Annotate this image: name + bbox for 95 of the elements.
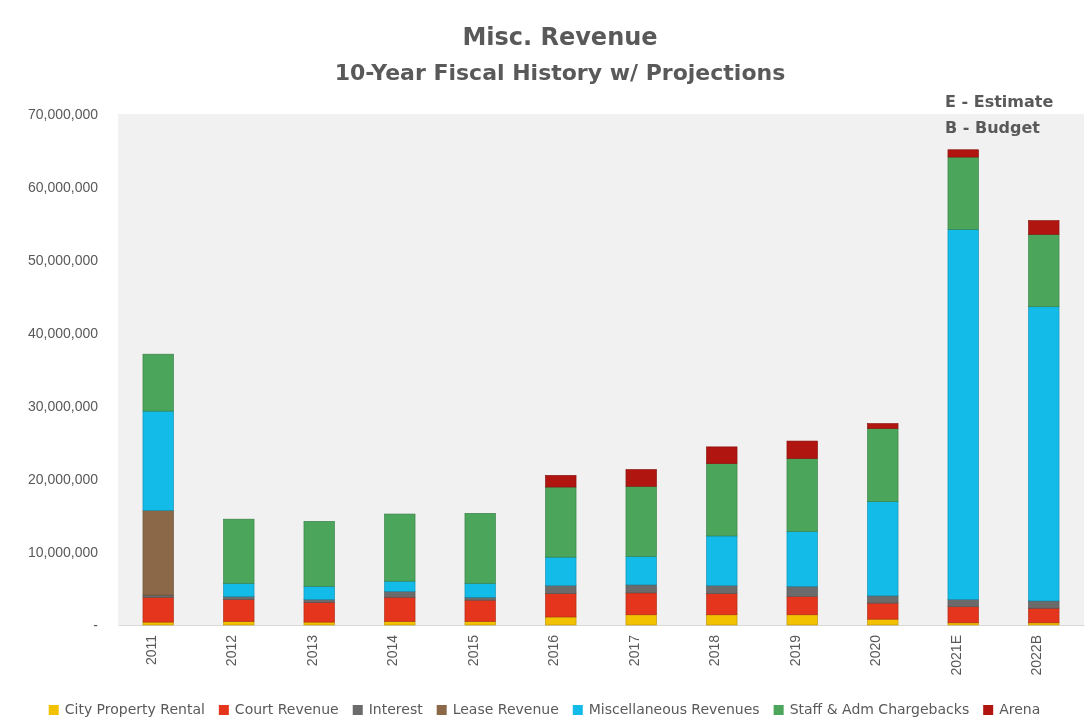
bar [545,556,577,586]
bar [142,596,174,623]
x-tick-label: 2020 [867,634,884,667]
bar [625,469,657,487]
bar [384,580,416,592]
bar [786,586,818,597]
bar [1028,306,1060,602]
bar [545,486,577,558]
bar [464,599,496,622]
bar [545,475,577,488]
bar [867,423,899,429]
bar [223,518,255,584]
bar [867,595,899,604]
bar [303,521,335,587]
y-tick-label: - [93,616,99,633]
bar [786,614,818,626]
bar [142,410,174,511]
bar [867,618,899,626]
bar [947,606,979,624]
bar [786,531,818,587]
bar [1028,234,1060,308]
bar [625,556,657,586]
x-tick-label: 2016 [545,634,562,667]
bar [142,510,174,596]
bar [384,596,416,622]
legend-label: Miscellaneous Revenues [588,701,760,717]
bar [947,156,979,230]
bar [464,621,496,626]
bar [625,592,657,616]
bar [947,229,979,600]
y-tick-label: 50,000,000 [27,251,99,268]
bar [303,586,335,600]
bar [786,458,818,532]
legend-label: City Property Rental [64,701,205,717]
bar [706,585,738,594]
x-tick-label: 2018 [706,634,723,667]
bar [867,501,899,597]
bar [545,593,577,618]
bar [303,602,335,623]
bar [947,599,979,608]
bar [947,622,979,626]
bar [1028,607,1060,624]
y-tick-label: 10,000,000 [27,543,99,560]
bar [384,621,416,626]
bar [1028,600,1060,609]
bar [867,428,899,502]
bar [706,614,738,626]
bar [142,353,174,412]
legend-label: Interest [368,701,424,717]
annotation: B - Budget [945,118,1041,137]
bar [706,463,738,537]
y-tick-label: 70,000,000 [27,105,99,122]
bar [786,596,818,616]
x-tick-label: 2019 [786,634,803,667]
legend-label: Arena [999,701,1041,717]
bar [223,621,255,626]
x-tick-label: 2017 [625,634,642,667]
bar [545,616,577,626]
x-tick-label: 2015 [464,634,481,667]
chart-subtitle: 10-Year Fiscal History w/ Projections [334,60,786,85]
chart-title: Misc. Revenue [462,23,658,51]
legend-label: Lease Revenue [452,701,559,717]
bar [947,149,979,158]
bar [303,621,335,626]
bar [706,446,738,464]
bar [384,513,416,582]
y-tick-label: 20,000,000 [27,470,99,487]
x-tick-label: 2022B [1028,635,1045,676]
bar [1028,622,1060,626]
bar [625,486,657,557]
bar [625,584,657,594]
bar [867,602,899,620]
x-tick-label: 2012 [223,634,240,667]
legend-label: Staff & Adm Chargebacks [789,701,970,717]
bar [223,599,255,622]
bar [786,440,818,459]
y-tick-label: 40,000,000 [27,324,99,341]
x-tick-label: 2021E [947,635,964,676]
bar [545,585,577,594]
x-tick-label: 2011 [142,634,159,666]
bar [625,614,657,626]
bar [1028,220,1060,235]
bar [706,535,738,586]
legend-label: Court Revenue [234,701,339,717]
bar [464,583,496,598]
text: E - Estimate [945,92,1054,111]
x-tick-label: 2013 [303,634,320,667]
bar [142,621,174,626]
x-tick-label: 2014 [384,634,401,667]
bar [464,513,496,584]
y-tick-label: 30,000,000 [27,397,99,414]
bar [384,591,416,598]
bar [706,593,738,616]
bar [223,583,255,597]
y-tick-label: 60,000,000 [27,178,99,195]
